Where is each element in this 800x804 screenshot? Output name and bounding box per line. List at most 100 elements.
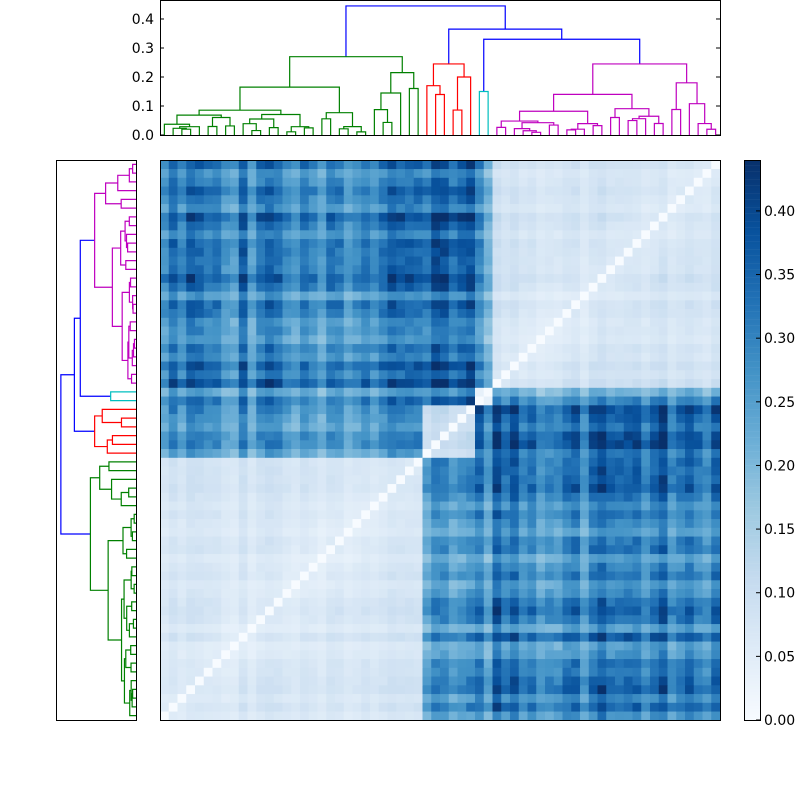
heatmap-cell xyxy=(562,501,572,511)
heatmap-cell xyxy=(448,273,458,283)
heatmap-cell xyxy=(431,588,441,598)
heatmap-cell xyxy=(632,186,642,196)
heatmap-cell xyxy=(370,203,380,213)
heatmap-cell xyxy=(378,623,388,633)
heatmap-cell xyxy=(553,641,563,651)
heatmap-cell xyxy=(571,440,581,450)
heatmap-cell xyxy=(160,238,170,248)
heatmap-cell xyxy=(448,527,458,537)
heatmap-cell xyxy=(326,335,336,345)
heatmap-cell xyxy=(291,405,301,415)
heatmap-cell xyxy=(238,247,248,257)
heatmap-cell xyxy=(343,256,353,266)
heatmap-cell xyxy=(265,370,275,380)
heatmap-cell xyxy=(501,203,511,213)
heatmap-cell xyxy=(588,693,598,703)
heatmap-cell xyxy=(571,623,581,633)
heatmap-cell xyxy=(527,265,537,275)
heatmap-cell xyxy=(221,361,231,371)
heatmap-cell xyxy=(632,623,642,633)
heatmap-cell xyxy=(291,221,301,231)
heatmap-cell xyxy=(448,413,458,423)
heatmap-cell xyxy=(510,588,520,598)
heatmap-cell xyxy=(615,571,625,581)
heatmap-cell xyxy=(475,265,485,275)
heatmap-cell xyxy=(667,475,677,485)
heatmap-cell xyxy=(247,186,257,196)
heatmap-cell xyxy=(186,518,196,528)
heatmap-cell xyxy=(632,256,642,266)
heatmap-cell xyxy=(247,693,257,703)
heatmap-cell xyxy=(387,343,397,353)
colorbar-segment xyxy=(745,260,760,264)
heatmap-cell xyxy=(711,588,721,598)
heatmap-cell xyxy=(168,676,178,686)
heatmap-cell xyxy=(265,711,275,721)
heatmap-cell xyxy=(256,221,266,231)
heatmap-cell xyxy=(658,273,668,283)
heatmap-cell xyxy=(396,685,406,695)
heatmap-cell xyxy=(422,510,432,520)
heatmap-cell xyxy=(212,370,222,380)
left-dendrogram-link xyxy=(130,373,136,384)
heatmap-cell xyxy=(317,378,327,388)
heatmap-cell xyxy=(405,335,415,345)
heatmap-cell xyxy=(562,685,572,695)
heatmap-cell xyxy=(186,431,196,441)
heatmap-cell xyxy=(168,553,178,563)
heatmap-cell xyxy=(300,221,310,231)
heatmap-cell xyxy=(203,160,213,170)
heatmap-cell xyxy=(378,247,388,257)
heatmap-cell xyxy=(483,685,493,695)
heatmap-cell xyxy=(177,230,187,240)
heatmap-cell xyxy=(606,588,616,598)
heatmap-cell xyxy=(308,685,318,695)
heatmap-cell xyxy=(676,641,686,651)
heatmap-cell xyxy=(352,702,362,712)
colorbar-segment xyxy=(745,538,760,541)
heatmap-cell xyxy=(475,492,485,502)
heatmap-cell xyxy=(571,160,581,170)
heatmap-cell xyxy=(212,168,222,178)
top-dendrogram-link xyxy=(448,28,563,64)
heatmap-cell xyxy=(466,658,476,668)
heatmap-cell xyxy=(326,457,336,467)
heatmap-cell xyxy=(492,273,502,283)
heatmap-cell xyxy=(343,676,353,686)
heatmap-cell xyxy=(203,300,213,310)
heatmap-cell xyxy=(247,343,257,353)
heatmap-cell xyxy=(221,492,231,502)
heatmap-cell xyxy=(545,448,555,458)
heatmap-cell xyxy=(247,431,257,441)
heatmap-cell xyxy=(273,221,283,231)
heatmap-cell xyxy=(300,326,310,336)
heatmap-cell xyxy=(466,475,476,485)
heatmap-cell xyxy=(510,510,520,520)
heatmap-cell xyxy=(317,195,327,205)
heatmap-cell xyxy=(571,518,581,528)
colorbar-segment xyxy=(745,420,760,424)
heatmap-cell xyxy=(405,457,415,467)
heatmap-cell xyxy=(177,545,187,555)
heatmap-cell xyxy=(553,405,563,415)
heatmap-cell xyxy=(378,571,388,581)
heatmap-cell xyxy=(650,212,660,222)
heatmap-cell xyxy=(641,256,651,266)
heatmap-cell xyxy=(667,693,677,703)
colorbar-segment xyxy=(745,440,760,443)
heatmap-cell xyxy=(693,685,703,695)
heatmap-cell xyxy=(702,571,712,581)
heatmap-cell xyxy=(510,396,520,406)
colorbar-segment xyxy=(745,185,760,189)
heatmap-cell xyxy=(265,457,275,467)
heatmap-cell xyxy=(693,238,703,248)
heatmap-cell xyxy=(203,422,213,432)
heatmap-cell xyxy=(580,378,590,388)
heatmap-cell xyxy=(588,422,598,432)
heatmap-cell xyxy=(221,518,231,528)
heatmap-cell xyxy=(658,650,668,660)
heatmap-cell xyxy=(265,378,275,388)
top-dendrogram-link xyxy=(408,87,419,135)
heatmap-cell xyxy=(580,702,590,712)
heatmap-cell xyxy=(597,580,607,590)
